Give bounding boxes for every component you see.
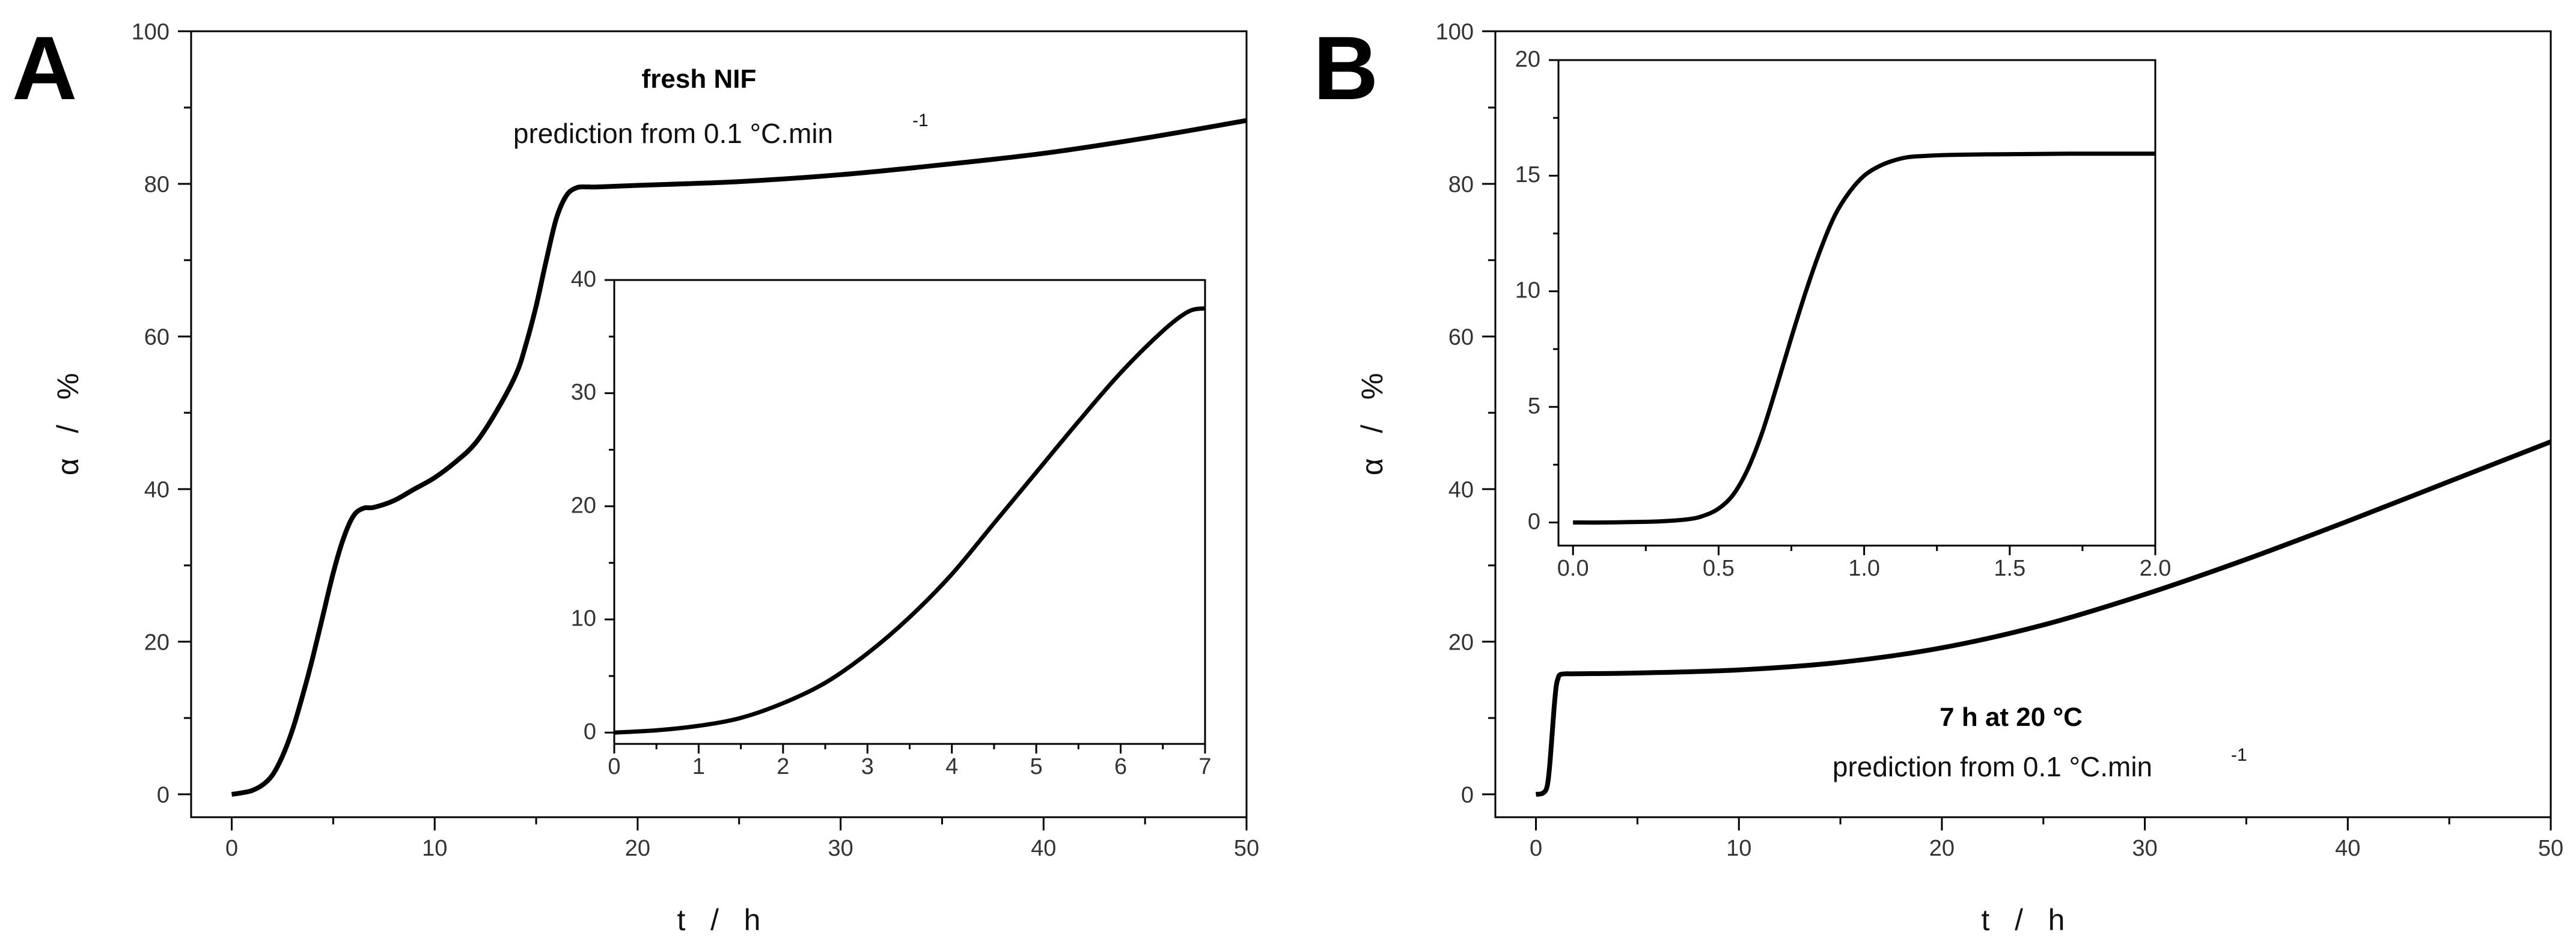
panel-letter: A: [12, 17, 77, 118]
x-tick-label: 1.5: [1994, 556, 2025, 581]
x-tick-label: 50: [1234, 836, 1259, 861]
y-tick-label: 5: [1528, 394, 1540, 419]
plot-frame: [190, 30, 1248, 818]
y-tick-label: 30: [571, 380, 596, 405]
x-tick-label: 5: [1030, 754, 1043, 779]
annotation-title: 7 h at 20 °C: [1940, 702, 2083, 732]
y-tick-label: 0: [1461, 783, 1474, 808]
x-axis-label: t / h: [677, 903, 761, 937]
y-tick-label: 10: [1515, 278, 1540, 303]
x-tick-label: 10: [1726, 836, 1751, 861]
x-tick-label: 0.0: [1557, 556, 1589, 581]
x-tick-label: 0: [1530, 836, 1542, 861]
x-tick-label: 50: [2538, 836, 2563, 861]
annotation-superscript: -1: [2231, 745, 2247, 765]
y-tick-label: 40: [1448, 478, 1474, 503]
x-tick-label: 6: [1114, 754, 1127, 779]
series-line: [1536, 439, 2552, 797]
x-tick-label: 0: [608, 754, 620, 779]
x-tick-label: 2: [777, 754, 789, 779]
x-tick-label: 2.0: [2140, 556, 2172, 581]
y-tick-label: 0: [584, 719, 596, 745]
x-tick-label: 20: [625, 836, 650, 861]
x-tick-label: 1.0: [1848, 556, 1880, 581]
x-tick-label: 40: [2335, 836, 2360, 861]
x-tick-label: 4: [945, 754, 958, 779]
inset-frame: [1557, 59, 2156, 547]
x-tick-label: 20: [1929, 836, 1955, 861]
y-tick-label: 80: [144, 172, 169, 198]
y-tick-label: 60: [144, 325, 169, 350]
inset-series-line: [1573, 151, 2156, 525]
y-tick-label: 100: [1436, 20, 1474, 45]
x-tick-label: 3: [861, 754, 874, 779]
panel-letter: B: [1313, 17, 1378, 118]
inset-series-line: [614, 306, 1206, 735]
y-tick-label: 20: [144, 630, 169, 656]
y-tick-label: 100: [132, 20, 169, 45]
x-tick-label: 1: [692, 754, 705, 779]
annotation-subtitle: prediction from 0.1 °C.min: [1833, 751, 2152, 782]
y-tick-label: 40: [571, 267, 596, 292]
x-tick-label: 0.5: [1703, 556, 1735, 581]
annotation-subtitle: prediction from 0.1 °C.min: [513, 118, 833, 149]
y-tick-label: 80: [1448, 172, 1474, 198]
inset-ticks: 0 1 2 3 4 5 6 7 0 10 20 30 40: [571, 267, 1212, 779]
x-tick-label: 10: [422, 836, 447, 861]
x-tick-label: 0: [225, 836, 238, 861]
annotation-title: fresh NIF: [642, 64, 757, 94]
y-tick-label: 10: [571, 606, 596, 632]
inset-ticks: 0.0 0.5 1.0 1.5 2.0 0 5 10 15 20: [1515, 47, 2172, 581]
y-tick-label: 0: [1528, 509, 1540, 534]
y-axis-label: α / %: [1355, 373, 1389, 476]
y-tick-label: 0: [157, 783, 169, 808]
y-tick-label: 60: [1448, 325, 1474, 350]
y-tick-label: 15: [1515, 162, 1540, 187]
x-axis-label: t / h: [1982, 903, 2065, 937]
y-tick-label: 20: [571, 493, 596, 518]
plot-frame: [1494, 30, 2552, 818]
y-tick-label: 20: [1515, 47, 1540, 72]
annotation-superscript: -1: [912, 111, 929, 130]
y-axis-label: α / %: [51, 373, 85, 476]
x-tick-label: 30: [828, 836, 853, 861]
x-tick-label: 30: [2132, 836, 2157, 861]
x-tick-label: 7: [1198, 754, 1211, 779]
inset-frame: [613, 279, 1206, 745]
series-line: [231, 118, 1247, 797]
x-tick-label: 40: [1031, 836, 1056, 861]
y-tick-label: 40: [144, 478, 169, 503]
y-tick-label: 20: [1448, 630, 1474, 656]
